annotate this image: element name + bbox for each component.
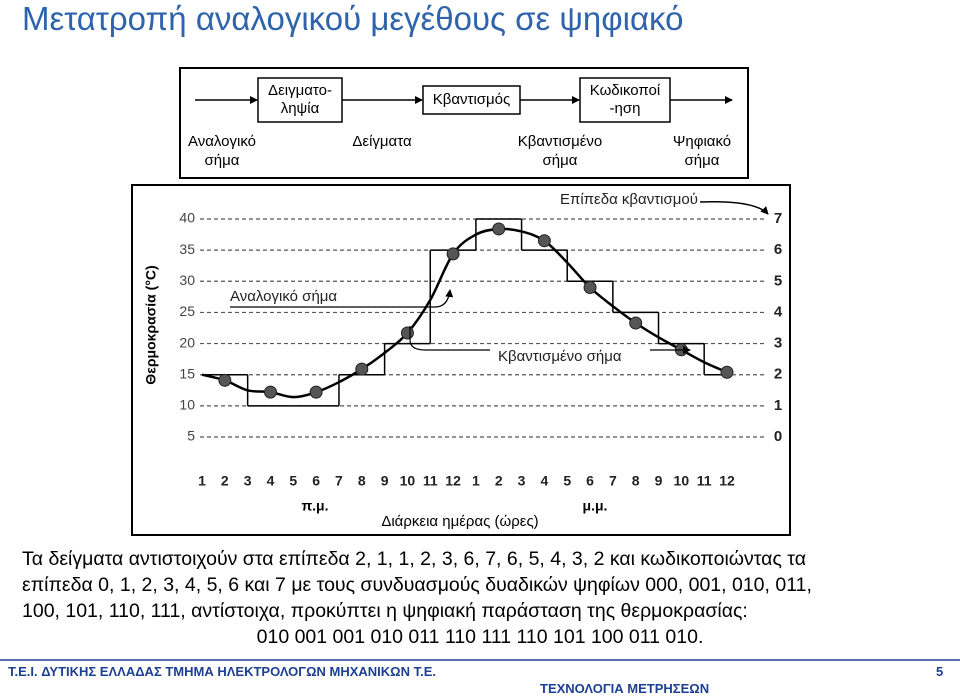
y2-tick-label: 3	[774, 335, 782, 352]
annotation-arrow	[230, 289, 454, 308]
y2-tick-label: 1	[774, 397, 782, 414]
y2-tick-label: 5	[774, 272, 782, 289]
x-tick-label: 8	[632, 473, 640, 489]
x-tick-label: 11	[697, 473, 712, 489]
y-tick-label: 5	[187, 428, 195, 444]
y-tick-label: 35	[179, 241, 195, 257]
x-tick-label: 2	[221, 473, 229, 489]
sample-point	[218, 373, 232, 387]
period-label: μ.μ.	[583, 498, 608, 514]
x-tick-label: 2	[495, 473, 503, 489]
y2-tick-label: 0	[774, 428, 782, 445]
footer-institution: T.E.I. ΔΥΤΙΚΗΣ ΕΛΛΑΔΑΣ ΤΜΗΜΑ ΗΛΕΚΤΡΟΛΟΓΩ…	[8, 664, 436, 679]
x-tick-label: 8	[358, 473, 366, 489]
sample-point	[720, 365, 734, 379]
page-number: 5	[936, 664, 944, 679]
y2-tick-label: 7	[774, 210, 782, 227]
sample-point	[309, 385, 323, 399]
x-tick-label: 3	[518, 473, 526, 489]
x-tick-label: 1	[198, 473, 206, 489]
diagram-block: Δειγματο- ληψία	[268, 82, 332, 117]
y2-tick-label: 2	[774, 366, 782, 383]
sample-point	[629, 316, 643, 330]
x-axis-label: Διάρκεια ημέρας (ώρες)	[381, 513, 538, 530]
annotation-arrow	[699, 201, 769, 215]
period-label: π.μ.	[301, 498, 328, 514]
x-tick-label: 4	[540, 473, 548, 489]
y-tick-label: 20	[179, 334, 195, 350]
y-tick-label: 25	[179, 303, 195, 319]
x-tick-label: 5	[563, 473, 571, 489]
text-line: επίπεδα 0, 1, 2, 3, 4, 5, 6 και 7 με του…	[22, 574, 812, 596]
annotation: Επίπεδα κβαντισμού	[560, 191, 698, 208]
x-tick-label: 12	[719, 473, 735, 489]
sample-point	[400, 326, 414, 340]
x-tick-label: 6	[586, 473, 594, 489]
y-tick-label: 40	[179, 210, 195, 226]
x-tick-label: 11	[423, 473, 438, 489]
signal-label: Αναλογικό σήμα	[187, 133, 256, 169]
x-tick-label: 5	[289, 473, 297, 489]
x-tick-label: 9	[655, 473, 663, 489]
y-tick-label: 15	[179, 365, 195, 381]
x-tick-label: 9	[381, 473, 389, 489]
block	[257, 77, 343, 123]
x-tick-label: 7	[335, 473, 343, 489]
y2-tick-label: 6	[774, 241, 782, 258]
signal-label: Κβαντισμένο σήμα	[517, 133, 603, 169]
diagram-block: Κβαντισμός	[432, 91, 511, 108]
sample-point	[263, 385, 277, 399]
chart-frame	[131, 184, 791, 536]
diagram-block: Κωδικοποί -ηση	[589, 82, 661, 117]
sample-point	[492, 222, 506, 236]
x-tick-label: 6	[312, 473, 320, 489]
y-tick-label: 10	[179, 397, 195, 413]
annotation-arrow	[409, 326, 490, 351]
x-tick-label: 12	[445, 473, 461, 489]
x-tick-label: 3	[244, 473, 252, 489]
series-label: Κβαντισμένο σήμα	[498, 348, 622, 365]
x-tick-label: 4	[267, 473, 275, 489]
sample-point	[583, 281, 597, 295]
x-tick-label: 7	[609, 473, 617, 489]
text-line: 100, 101, 110, 111, αντίστοιχα, προκύπτε…	[22, 600, 748, 622]
x-tick-label: 1	[472, 473, 480, 489]
sample-point	[537, 234, 551, 248]
x-tick-label: 10	[674, 473, 690, 489]
y-tick-label: 30	[179, 272, 195, 288]
slide-title: Μετατροπή αναλογικού μεγέθους σε ψηφιακό	[22, 0, 684, 37]
sample-point	[355, 362, 369, 376]
footer-course: ΤΕΧΝΟΛΟΓΙΑ ΜΕΤΡΗΣΕΩΝ	[540, 681, 710, 696]
text-line: Τα δείγματα αντιστοιχούν στα επίπεδα 2, …	[22, 548, 806, 570]
block	[422, 85, 521, 115]
diagram-frame	[179, 67, 749, 179]
text-line: 010 001 001 010 011 110 111 110 101 100 …	[256, 626, 704, 648]
signal-label: Ψηφιακό σήμα	[672, 133, 732, 169]
series-label: Αναλογικό σήμα	[230, 288, 337, 305]
sample-point	[446, 247, 460, 261]
x-tick-label: 10	[400, 473, 416, 489]
y-axis-label: Θερμοκρασία (°C)	[143, 265, 159, 384]
signal-label: Δείγματα	[352, 133, 412, 150]
y2-tick-label: 4	[774, 303, 783, 320]
